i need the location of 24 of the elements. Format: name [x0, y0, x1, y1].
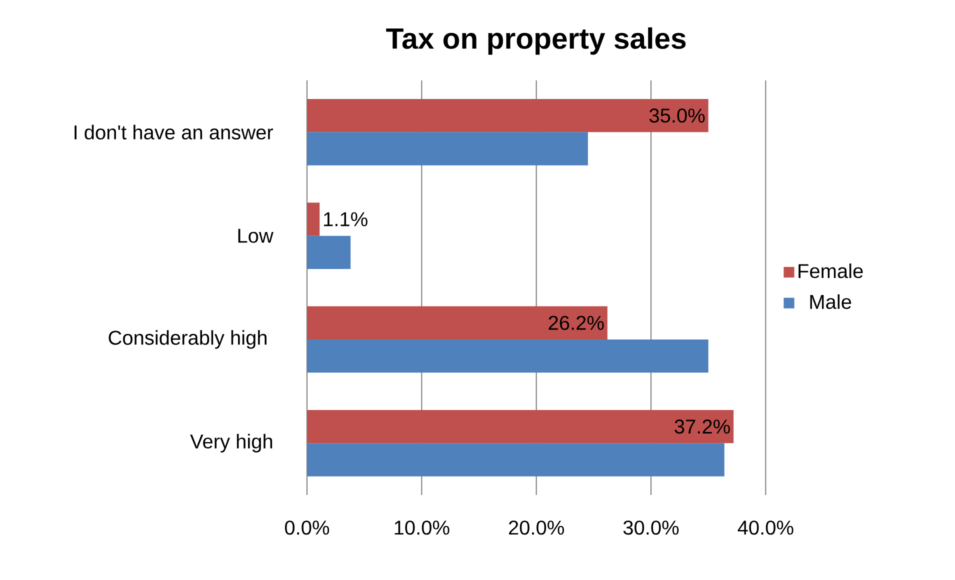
y-tick-label: Very high	[190, 434, 272, 452]
x-tick-label: 30.0%	[623, 520, 679, 535]
chart-title: Tax on property sales	[386, 27, 686, 55]
y-tick-label: Low	[238, 228, 274, 243]
bar	[307, 98, 708, 132]
data-label: 26.2%	[548, 316, 604, 330]
x-tick-label: 40.0%	[738, 520, 794, 535]
legend-label: Female	[798, 263, 863, 278]
bar	[307, 236, 351, 269]
bar	[307, 202, 320, 236]
data-label: 1.1%	[324, 212, 368, 226]
x-tick-label: 20.0%	[508, 520, 564, 535]
y-tick-label: Considerably high	[108, 330, 266, 349]
y-tick-label: I don't have an answer	[74, 124, 274, 140]
bar	[307, 443, 724, 476]
x-tick-label: 0.0%	[284, 520, 330, 535]
data-label: 37.2%	[674, 419, 730, 434]
x-tick-label: 10.0%	[394, 520, 450, 535]
data-label: 35.0%	[649, 108, 705, 123]
bar	[307, 306, 608, 340]
bar	[307, 132, 588, 166]
bar	[307, 339, 708, 373]
bar	[307, 410, 734, 444]
legend-label: Male	[810, 294, 852, 309]
